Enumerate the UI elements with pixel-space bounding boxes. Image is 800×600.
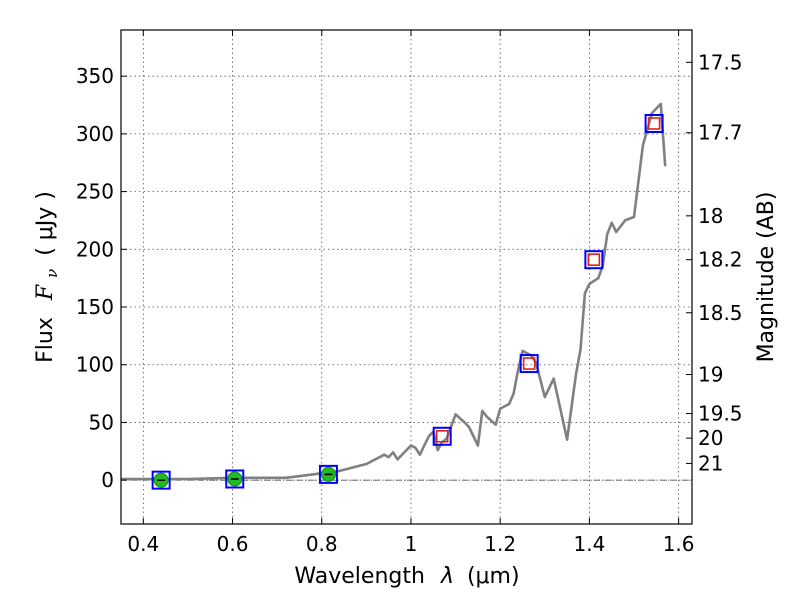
y-axis-title: Flux F ν ( μJy ) [33, 191, 63, 363]
magnitude-tick-label: 21 [698, 451, 723, 475]
model-square-blue [432, 426, 452, 446]
right-axis-title: Magnitude (AB) [754, 192, 779, 363]
model-square-blue [318, 464, 338, 484]
magnitude-tick-label: 18.5 [698, 301, 743, 325]
svg-text:Wavelength λ (μm): Wavelength λ (μm) [294, 564, 519, 589]
model-square-blue [519, 354, 539, 374]
plot-frame [120, 29, 693, 525]
model-square-blue [584, 250, 604, 270]
x-tick-label: 0.6 [217, 532, 249, 556]
model-square-blue [644, 113, 664, 133]
magnitude-tick-label: 17.7 [698, 121, 743, 145]
model-square-red [522, 357, 536, 370]
x-tick-label: 0.8 [306, 532, 338, 556]
x-tick-label: 1.2 [484, 532, 516, 556]
x-tick-label: 1.6 [663, 532, 695, 556]
model-square-blue [225, 469, 245, 489]
x-tick-label: 0.4 [127, 532, 159, 556]
y-tick-label: 200 [76, 237, 114, 261]
y-axis-title-symbol: F [33, 284, 58, 301]
x-tick-label: 1.4 [573, 532, 605, 556]
model-square-blue [151, 470, 171, 490]
x-tick-label: 1 [405, 532, 418, 556]
model-square-red [435, 429, 449, 443]
y-tick-label: 250 [76, 180, 114, 204]
y-tick-label: 50 [89, 410, 114, 434]
magnitude-tick-label: 20 [698, 426, 723, 450]
magnitude-tick-label: 17.5 [698, 50, 743, 74]
y-tick-label: 150 [76, 295, 114, 319]
y-tick-label: 350 [76, 64, 114, 88]
y-axis-title-unit: ( μJy ) [33, 191, 58, 256]
magnitude-tick-label: 19 [698, 363, 723, 387]
y-tick-label: 100 [76, 353, 114, 377]
magnitude-tick-label: 18 [698, 204, 723, 228]
magnitude-tick-label: 19.5 [698, 402, 743, 426]
y-axis-title-subscript: ν [43, 269, 61, 278]
x-axis-title-text: Wavelength [294, 564, 425, 589]
y-axis-title-text: Flux [33, 317, 58, 363]
model-square-red [587, 253, 601, 266]
svg-text:Flux F ν ( μ: Flux F ν ( μJy ) [33, 191, 63, 363]
y-tick-label: 300 [76, 122, 114, 146]
magnitude-tick-label: 18.2 [698, 248, 743, 272]
x-axis-title-symbol: λ [440, 564, 454, 589]
x-axis-title-unit: (μm) [467, 564, 520, 589]
x-axis-title: Wavelength λ (μm) [294, 564, 519, 589]
spectrum-line [121, 102, 667, 481]
y-tick-label: 0 [101, 468, 114, 492]
model-square-red [647, 117, 661, 130]
